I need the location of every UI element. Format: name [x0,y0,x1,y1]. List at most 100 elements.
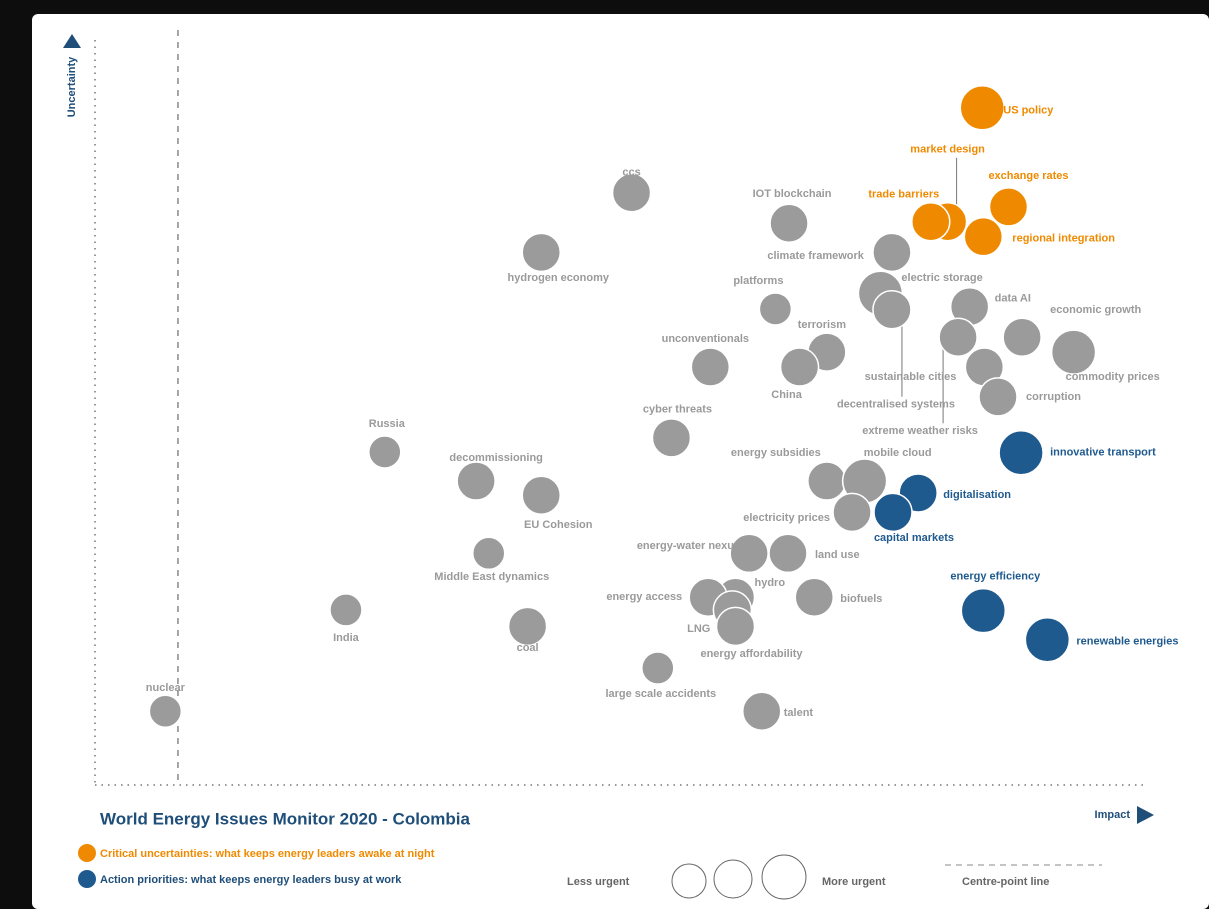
y-axis-label: Uncertainty [66,56,78,117]
bubble-label: renewable energies [1076,636,1178,648]
bubble-label: platforms [733,275,783,287]
labels: ccs IOT blockchain hydrogen economy climate… [146,105,1179,719]
bubble-label: sustainable cities [865,371,957,383]
bubble-label: IOT blockchain [753,188,832,200]
bubble [978,377,1018,417]
bubble-label: EU Cohesion [524,519,593,531]
size-legend-circle [761,854,807,900]
bubble-label: energy-water nexus [637,540,740,552]
bubble-label: nuclear [146,682,186,694]
bubble-label: India [333,632,360,644]
panel [32,14,1209,909]
bubble-label: energy affordability [700,648,803,660]
legend-label: Action priorities: what keeps energy lea… [100,874,402,886]
bubble-label: climate framework [767,250,864,262]
bubble-label: mobile cloud [864,447,932,459]
bubble-label: market design [910,144,985,156]
bubble-label: coal [517,642,539,654]
bubble-label: US policy [1003,105,1054,117]
bubble-label: Russia [369,418,406,430]
bubble [768,533,808,574]
bubble [456,461,496,501]
legend-label: Critical uncertainties: what keeps energ… [100,848,435,860]
bubble-label: LNG [687,623,710,635]
bubble [651,418,692,458]
bubble [794,577,834,618]
y-arrow [63,34,81,48]
bubble [938,317,978,358]
bubble-label: extreme weather risks [862,425,978,437]
bubble [507,606,548,647]
bubble [832,492,872,533]
bubble-label: electricity prices [743,512,830,524]
bubble-label: China [771,389,802,401]
bubble [521,475,561,515]
bubble-label: regional integration [1012,233,1115,245]
bubble [1050,329,1097,375]
bubble-label: data AI [995,293,1031,305]
bubble [329,593,363,627]
bubble-label: energy access [606,591,682,603]
bubble [1002,317,1042,358]
plot: ccs IOT blockchain hydrogen economy climate… [146,30,1179,785]
bubble [988,187,1029,227]
bubble-label: biofuels [840,593,882,605]
bubble [368,435,402,469]
size-legend-label: Less urgent [567,876,630,888]
bubble [690,347,731,387]
bubble [873,492,913,533]
bubble [1024,616,1071,663]
bubble-label: unconventionals [662,333,749,345]
bubble-label: hydro [755,577,786,589]
bubble [729,533,769,574]
bubble [521,232,561,273]
bubble-label: energy subsidies [731,447,821,459]
bubble [779,347,820,387]
bubble [959,85,1005,131]
x-axis-label: Impact [1095,809,1131,821]
bubble-label: exchange rates [988,170,1068,182]
bubble [963,216,1004,257]
bubble-label: corruption [1026,391,1081,403]
bubbles [148,85,1097,731]
bubble-label: large scale accidents [605,688,716,700]
bubble [872,289,912,330]
bubble-label: commodity prices [1066,371,1160,383]
bubble [472,536,506,571]
x-arrow [1137,806,1154,824]
bubble [742,691,782,731]
bubble [611,172,652,213]
bubble [758,292,793,326]
bubble [998,429,1044,476]
bubble-label: digitalisation [943,489,1011,501]
legend-marker [78,844,96,862]
size-legend-circle [671,863,707,899]
bubble [769,203,809,244]
bubble [872,232,912,273]
centre-line-label: Centre-point line [962,876,1049,888]
bubble-label: cyber threats [643,404,712,416]
bubble [148,694,183,728]
bubble-label: trade barriers [868,189,939,201]
bubble-label: terrorism [798,319,847,331]
bubble [911,202,951,242]
bubble-label: hydrogen economy [508,272,610,284]
bubble [960,587,1007,634]
size-legend-label: More urgent [822,876,886,888]
bubble-label: land use [815,549,860,561]
bubble [715,606,756,647]
bubble-label: economic growth [1050,304,1141,316]
chart-title: World Energy Issues Monitor 2020 - Colom… [100,809,471,828]
bubble-label: electric storage [901,272,982,284]
bubble [641,651,675,685]
bubble-label: Middle East dynamics [434,571,549,583]
size-legend-circle [713,859,753,899]
bubble-label: decommissioning [449,452,543,464]
bubble-label: capital markets [874,532,954,544]
bubble-label: innovative transport [1050,447,1156,459]
bubble-label: ccs [622,167,640,179]
legend-marker [78,870,96,888]
bubble [807,461,847,501]
